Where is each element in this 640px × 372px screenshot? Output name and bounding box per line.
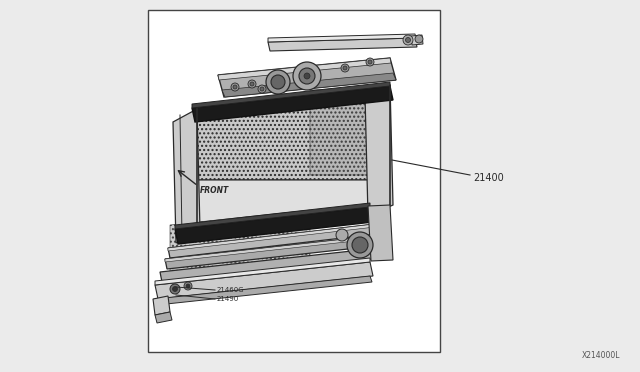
- Polygon shape: [218, 58, 396, 97]
- Circle shape: [258, 85, 266, 93]
- Circle shape: [368, 60, 372, 64]
- Circle shape: [250, 82, 254, 86]
- Circle shape: [352, 237, 368, 253]
- Circle shape: [415, 35, 423, 43]
- Polygon shape: [155, 276, 372, 305]
- Circle shape: [184, 282, 192, 290]
- Circle shape: [248, 80, 256, 88]
- Polygon shape: [218, 58, 391, 80]
- Circle shape: [293, 62, 321, 90]
- Circle shape: [260, 87, 264, 91]
- Polygon shape: [365, 84, 393, 216]
- Polygon shape: [268, 34, 416, 42]
- Polygon shape: [197, 180, 390, 228]
- Circle shape: [406, 38, 410, 42]
- Text: FRONT: FRONT: [200, 186, 229, 195]
- Circle shape: [233, 85, 237, 89]
- Polygon shape: [222, 73, 396, 97]
- Text: 21460G: 21460G: [217, 287, 244, 293]
- Polygon shape: [192, 82, 390, 108]
- Polygon shape: [368, 205, 393, 261]
- Polygon shape: [165, 236, 375, 269]
- Text: X214000L: X214000L: [582, 351, 620, 360]
- Polygon shape: [168, 224, 375, 251]
- Circle shape: [231, 83, 239, 91]
- Circle shape: [403, 35, 413, 45]
- Circle shape: [304, 73, 310, 79]
- Polygon shape: [168, 224, 377, 258]
- Circle shape: [266, 70, 290, 94]
- Circle shape: [343, 66, 347, 70]
- Circle shape: [347, 232, 373, 258]
- Text: 21400: 21400: [473, 173, 504, 183]
- Polygon shape: [170, 210, 310, 285]
- Polygon shape: [165, 236, 373, 262]
- Polygon shape: [153, 296, 170, 315]
- Polygon shape: [160, 249, 372, 282]
- Polygon shape: [197, 86, 390, 180]
- Polygon shape: [192, 86, 393, 122]
- Text: 21490: 21490: [217, 296, 239, 302]
- Circle shape: [299, 68, 315, 84]
- Circle shape: [173, 286, 177, 292]
- Circle shape: [366, 58, 374, 66]
- Polygon shape: [175, 203, 370, 229]
- Circle shape: [186, 284, 190, 288]
- Polygon shape: [155, 258, 370, 285]
- Bar: [148, 10, 440, 352]
- Circle shape: [336, 229, 348, 241]
- Polygon shape: [155, 312, 172, 323]
- Circle shape: [170, 284, 180, 294]
- Polygon shape: [310, 86, 390, 175]
- Circle shape: [341, 64, 349, 72]
- Polygon shape: [268, 38, 417, 51]
- Polygon shape: [175, 207, 373, 244]
- Polygon shape: [411, 35, 423, 45]
- Circle shape: [271, 75, 285, 89]
- Polygon shape: [155, 262, 373, 299]
- Polygon shape: [173, 109, 200, 243]
